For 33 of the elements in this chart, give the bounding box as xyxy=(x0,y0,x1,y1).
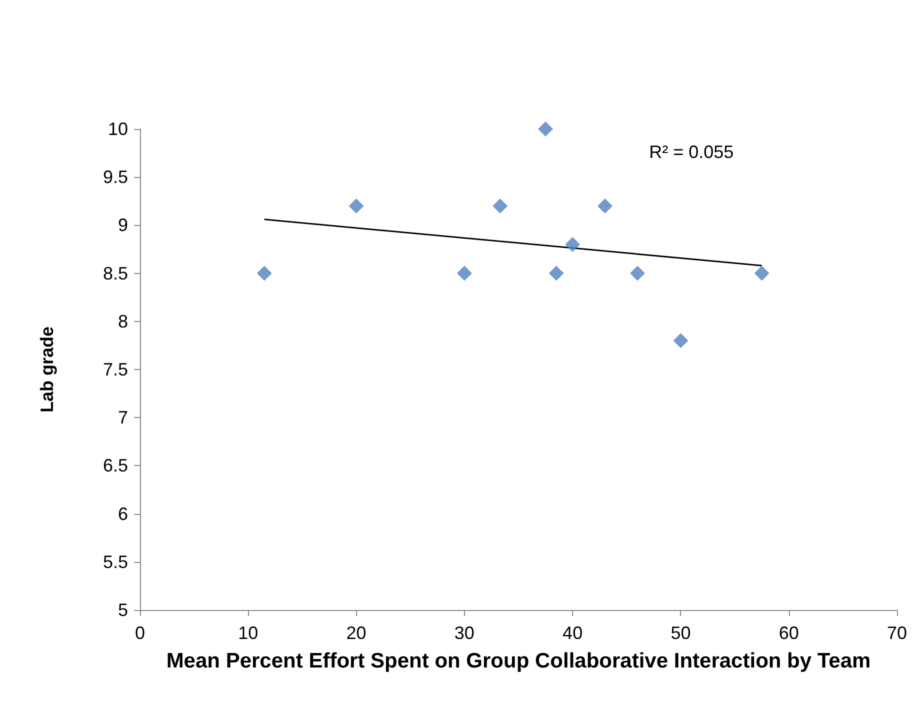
y-tick-label: 6.5 xyxy=(102,456,128,476)
y-tick-label: 9 xyxy=(118,215,128,236)
point xyxy=(538,122,554,136)
point xyxy=(754,266,770,281)
x-axis-title: Mean Percent Effort Spent on Group Collaborative Interaction by Team xyxy=(166,649,871,672)
x-tick-label: 70 xyxy=(886,623,908,643)
point xyxy=(256,266,272,281)
point xyxy=(598,198,613,214)
x-tick-label: 0 xyxy=(134,623,146,643)
x-tick-label: 60 xyxy=(778,623,799,643)
y-tick-label: 10 xyxy=(108,119,128,139)
x-tick-label: 10 xyxy=(238,623,258,643)
y-tick-label: 6 xyxy=(118,504,128,524)
x-tick-label: 50 xyxy=(670,623,691,643)
y-tick-label: 9.5 xyxy=(102,167,128,188)
point xyxy=(456,266,472,281)
y-tick-label: 7.5 xyxy=(102,360,128,380)
point xyxy=(548,266,564,281)
point xyxy=(492,198,508,214)
y-tick-label: 8 xyxy=(118,311,128,332)
point xyxy=(565,236,580,252)
y-tick-label: 5.5 xyxy=(102,552,128,572)
point xyxy=(348,198,364,214)
annotation: R² = 0.055 xyxy=(649,142,734,162)
x-tick-label: 20 xyxy=(346,623,366,643)
y-tick-label: 5 xyxy=(118,600,128,620)
y-tick-label: 8.5 xyxy=(102,263,128,284)
y-tick-label: 7 xyxy=(118,408,128,428)
point xyxy=(673,333,688,348)
point xyxy=(630,266,645,281)
x-tick-label: 40 xyxy=(562,623,583,643)
y-axis-title: Lab grade xyxy=(37,326,57,413)
x-tick-label: 30 xyxy=(454,623,474,643)
